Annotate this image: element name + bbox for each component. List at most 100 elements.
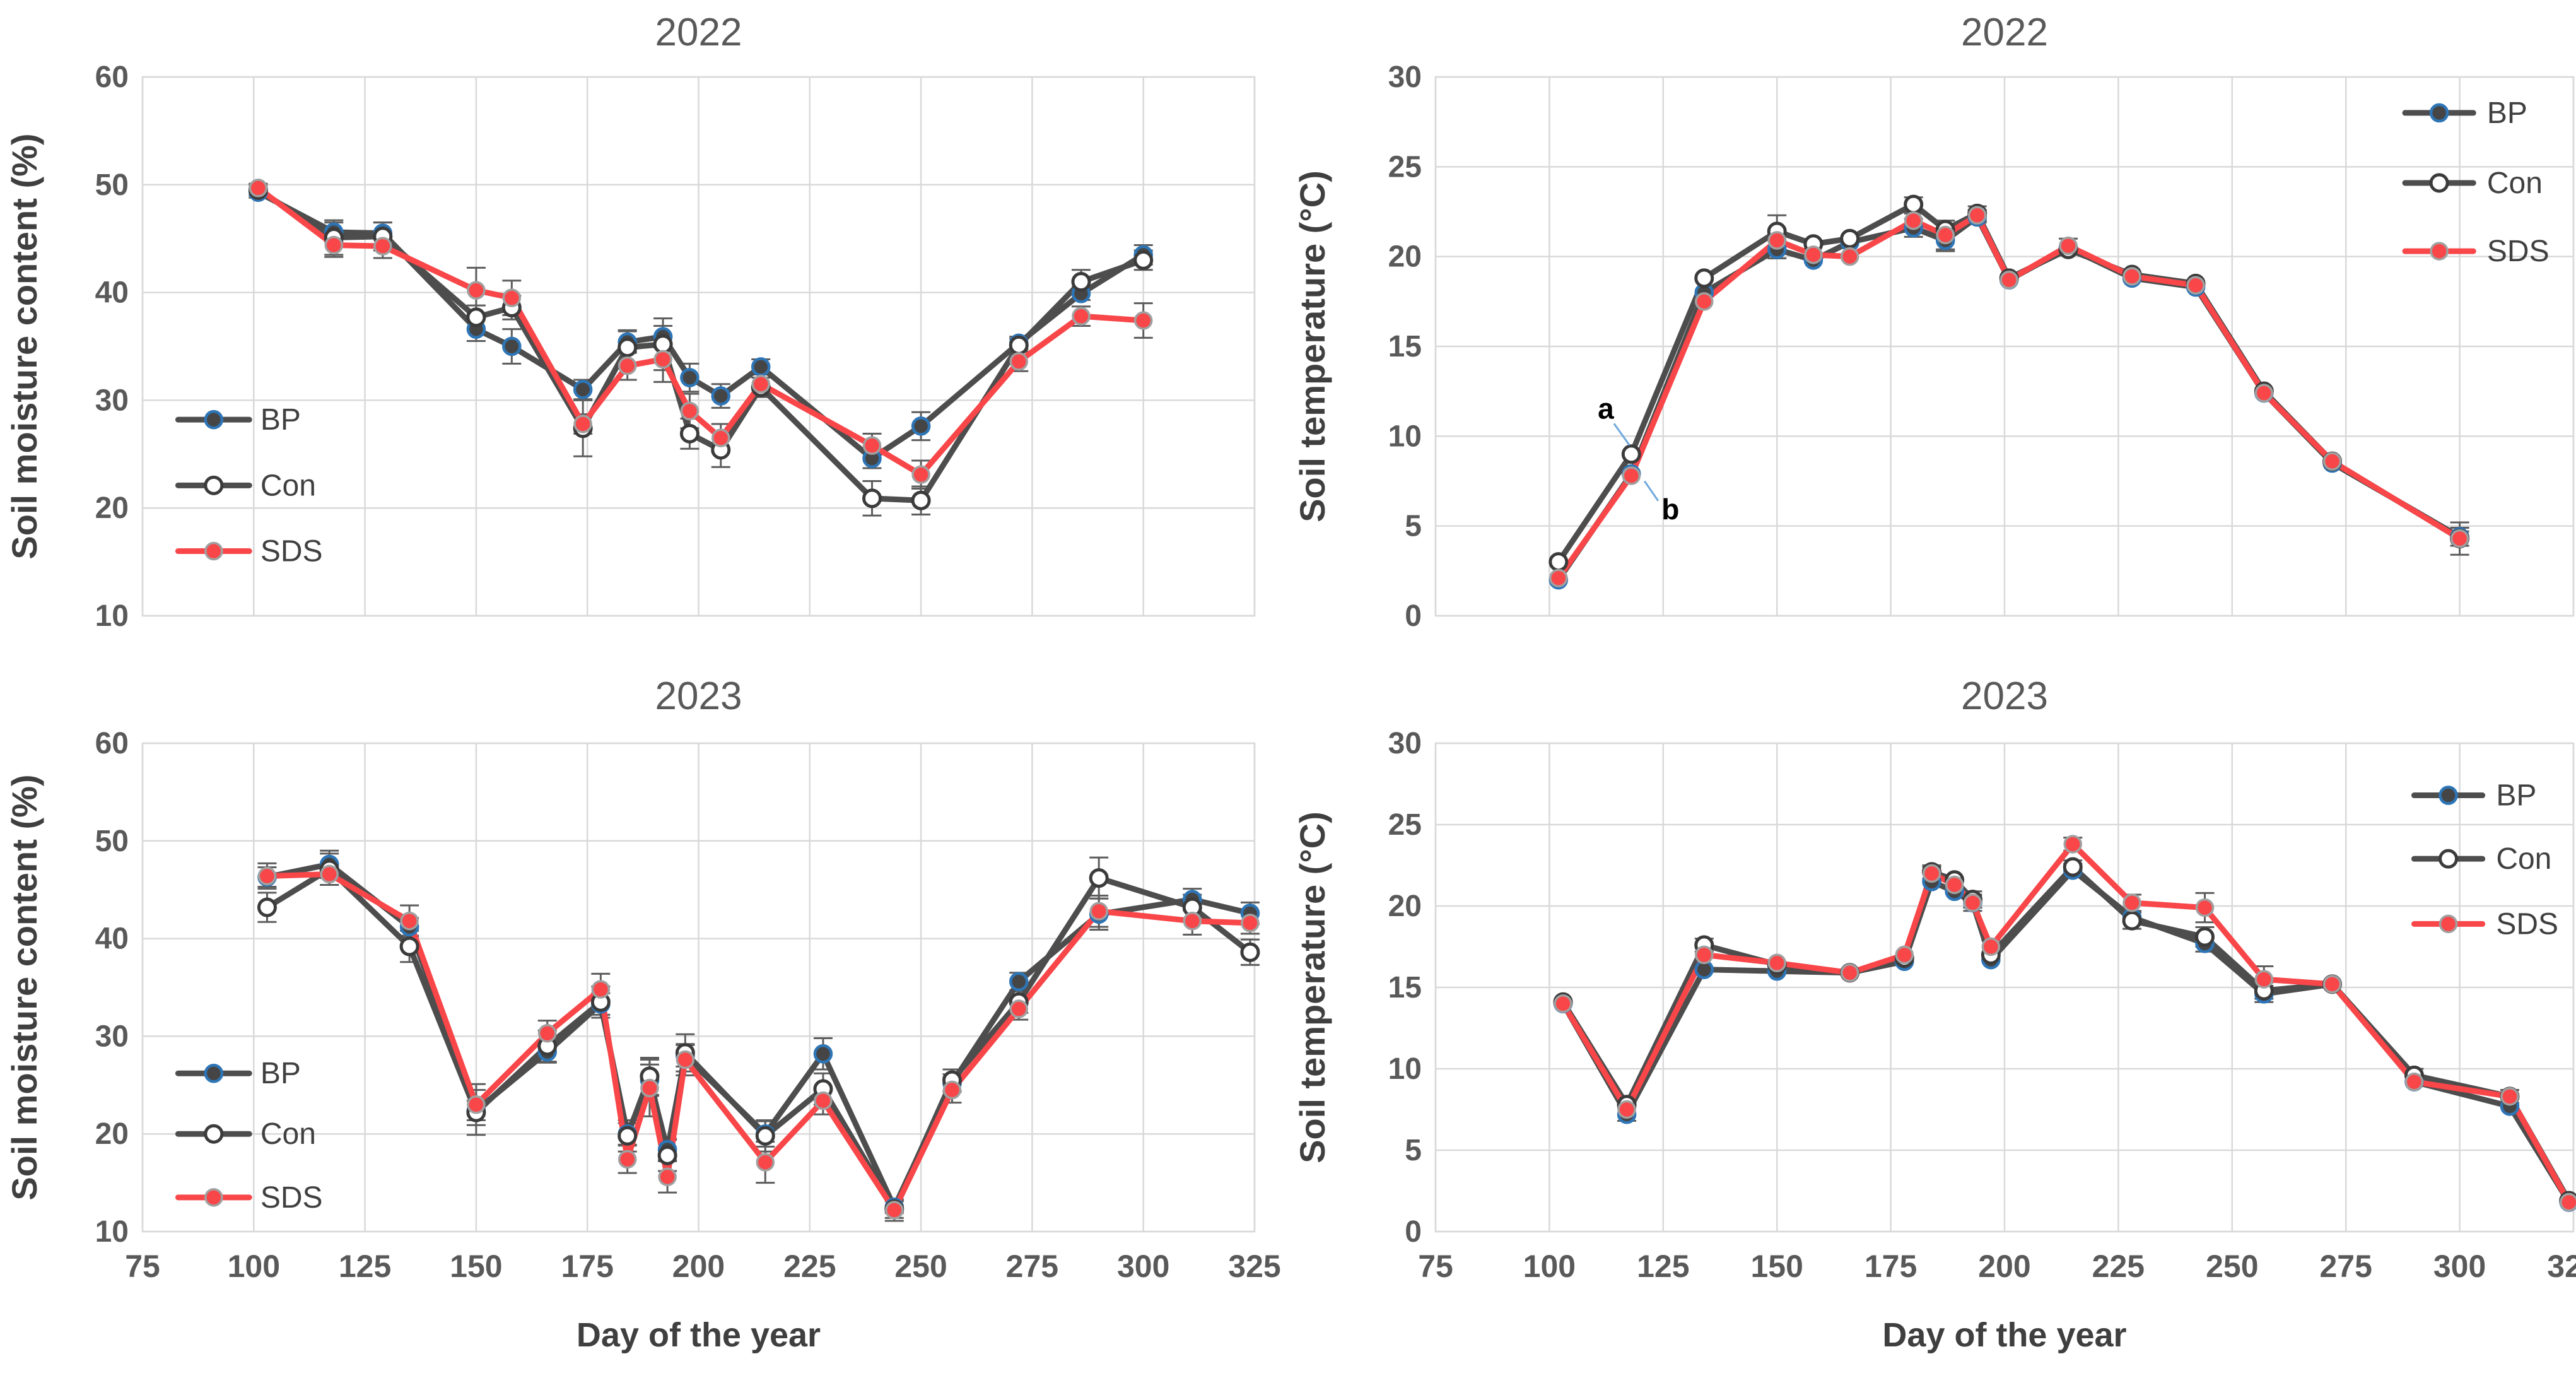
- x-tick-label: 100: [1523, 1249, 1576, 1284]
- annotation-leader: [1643, 480, 1660, 502]
- annotation-leader: [1613, 423, 1630, 446]
- data-point-Con: [1694, 268, 1714, 288]
- data-point-SDS: [1767, 953, 1786, 973]
- data-point-Con: [1840, 228, 1860, 249]
- data-point-Con: [1621, 444, 1641, 464]
- data-point-SDS: [257, 866, 277, 886]
- y-tick-label: 20: [1388, 890, 1422, 923]
- data-point-SDS: [1895, 945, 1914, 965]
- data-point-Con: [1071, 272, 1091, 292]
- data-point-BP: [680, 368, 700, 387]
- data-point-SDS: [502, 288, 522, 307]
- data-point-BP: [751, 357, 771, 377]
- y-axis-title: Soil temperature (°C): [1292, 811, 1332, 1163]
- x-tick-label: 125: [339, 1249, 391, 1284]
- data-point-Con: [2122, 910, 2142, 931]
- legend-marker-BP: [2438, 786, 2458, 805]
- data-point-SDS: [1840, 247, 1859, 266]
- data-point-Con: [911, 490, 931, 510]
- series-line-SDS: [264, 871, 1253, 1213]
- data-point-SDS: [653, 350, 672, 369]
- chart-panel-moisture-2023: 2023 10 20 30 40 50 60 75 100 125 150 175 200 225 250 2…: [0, 669, 1288, 1395]
- data-point-SDS: [2404, 1072, 2424, 1092]
- data-point-SDS: [400, 911, 419, 931]
- y-tick-label: 0: [1405, 1215, 1422, 1249]
- y-tick-label: 50: [95, 168, 129, 202]
- data-point-SDS: [1963, 893, 1982, 912]
- data-point-SDS: [2450, 529, 2469, 548]
- data-point-SDS: [942, 1080, 962, 1100]
- data-point-SDS: [2122, 267, 2141, 286]
- chart-soil-moisture-2023: 2023 10 20 30 40 50 60 75 100 125 150 175 200 225 250 2…: [4, 674, 1281, 1354]
- x-tick-label: 300: [2433, 1249, 2486, 1284]
- data-point-SDS: [1622, 466, 1641, 485]
- legend-marker-Con: [204, 1124, 224, 1144]
- data-point-SDS: [751, 375, 770, 394]
- y-tick-label: 20: [95, 491, 129, 525]
- data-point-BP: [1009, 972, 1029, 991]
- data-point-SDS: [2122, 893, 2141, 912]
- chart-title: 2022: [1961, 11, 2048, 54]
- legend-marker-BP: [204, 1063, 224, 1083]
- data-point-Con: [653, 334, 673, 355]
- annotation-letter: a: [1598, 392, 1614, 425]
- x-tick-label: 225: [2092, 1249, 2145, 1284]
- legend-label-SDS: SDS: [261, 535, 323, 568]
- data-point-SDS: [1549, 568, 1568, 587]
- data-point-Con: [657, 1145, 677, 1165]
- data-point-SDS: [814, 1091, 833, 1110]
- legend-label-Con: Con: [261, 469, 316, 502]
- plot-border: [141, 742, 1256, 1233]
- x-tick-label: 250: [2206, 1249, 2258, 1284]
- data-point-Con: [755, 1126, 775, 1146]
- x-tick-label: 150: [450, 1249, 502, 1284]
- y-tick-label: 25: [1388, 808, 1422, 842]
- x-axis-title: Day of the year: [1882, 1316, 2126, 1354]
- chart-soil-temperature-2022: 2022 0 5 10 15 20 25 30 Soil temperature (°C) BP C…: [1292, 11, 2575, 633]
- data-point-SDS: [1922, 864, 1941, 883]
- data-point-Con: [862, 488, 882, 509]
- data-point-SDS: [640, 1078, 659, 1098]
- data-point-Con: [1089, 868, 1109, 888]
- y-tick-label: 10: [95, 599, 129, 633]
- data-point-Con: [618, 338, 638, 358]
- data-point-BP: [911, 416, 931, 436]
- series-line-BP: [255, 189, 1147, 462]
- data-point-SDS: [1804, 245, 1823, 264]
- y-tick-label: 30: [95, 384, 129, 417]
- data-point-SDS: [467, 281, 486, 300]
- y-tick-label: 30: [1388, 727, 1422, 760]
- x-tick-label: 250: [894, 1249, 947, 1284]
- legend-label-BP: BP: [261, 1057, 301, 1090]
- legend-label-SDS: SDS: [2487, 235, 2550, 268]
- series-line-SDS: [1555, 212, 2463, 581]
- data-point-SDS: [618, 1150, 637, 1169]
- data-point-BP: [502, 336, 522, 356]
- legend-label-Con: Con: [2487, 167, 2543, 200]
- plot-border: [141, 76, 1256, 617]
- data-point-SDS: [324, 235, 343, 255]
- data-point-SDS: [911, 465, 930, 485]
- data-point-SDS: [2560, 1192, 2576, 1212]
- y-tick-label: 60: [95, 727, 129, 760]
- y-tick-label: 20: [95, 1117, 129, 1151]
- x-tick-label: 175: [561, 1249, 613, 1284]
- legend-label-Con: Con: [2496, 842, 2551, 876]
- data-point-SDS: [680, 401, 700, 421]
- chart-title: 2022: [655, 11, 742, 54]
- data-point-SDS: [658, 1167, 677, 1187]
- data-point-BP: [711, 386, 731, 406]
- plot-border: [1434, 742, 2575, 1233]
- data-point-SDS: [1767, 231, 1786, 250]
- legend-marker-SDS: [204, 541, 223, 561]
- x-axis-title: Day of the year: [577, 1316, 821, 1354]
- y-tick-label: 10: [1388, 1052, 1422, 1086]
- data-point-SDS: [618, 356, 637, 375]
- x-tick-label: 125: [1637, 1249, 1689, 1284]
- x-tick-label: 75: [1418, 1249, 1453, 1284]
- data-point-Con: [1240, 942, 1260, 962]
- y-tick-label: 30: [95, 1020, 129, 1053]
- x-tick-label: 300: [1117, 1249, 1169, 1284]
- legend-marker-BP: [204, 409, 224, 430]
